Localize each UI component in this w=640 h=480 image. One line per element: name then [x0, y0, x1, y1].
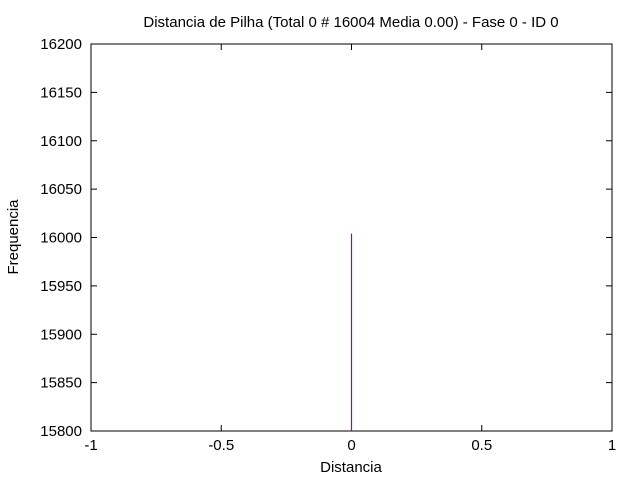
y-tick-label: 16000	[40, 230, 82, 247]
y-tick-label: 15950	[40, 278, 82, 295]
x-axis-label: Distancia	[320, 459, 382, 476]
y-tick-label: 15850	[40, 375, 82, 392]
x-tick-label: -1	[84, 437, 97, 454]
y-axis-label: Frequencia	[5, 199, 22, 275]
x-axis: -1 -0.5 0 0.5 1	[84, 44, 616, 454]
y-tick-label: 16150	[40, 84, 82, 101]
y-tick-label: 16100	[40, 133, 82, 150]
x-tick-label: 0.5	[471, 437, 492, 454]
y-tick-label: 15900	[40, 326, 82, 343]
chart-title: Distancia de Pilha (Total 0 # 16004 Medi…	[143, 14, 558, 31]
y-tick-label: 16050	[40, 181, 82, 198]
x-tick-label: 0	[347, 437, 355, 454]
y-tick-label: 16200	[40, 36, 82, 53]
x-tick-label: 1	[608, 437, 616, 454]
y-tick-label: 15800	[40, 423, 82, 440]
x-tick-label: -0.5	[208, 437, 234, 454]
y-axis: 15800 15850 15900 15950 16000 16050 16100 16150…	[40, 36, 612, 440]
